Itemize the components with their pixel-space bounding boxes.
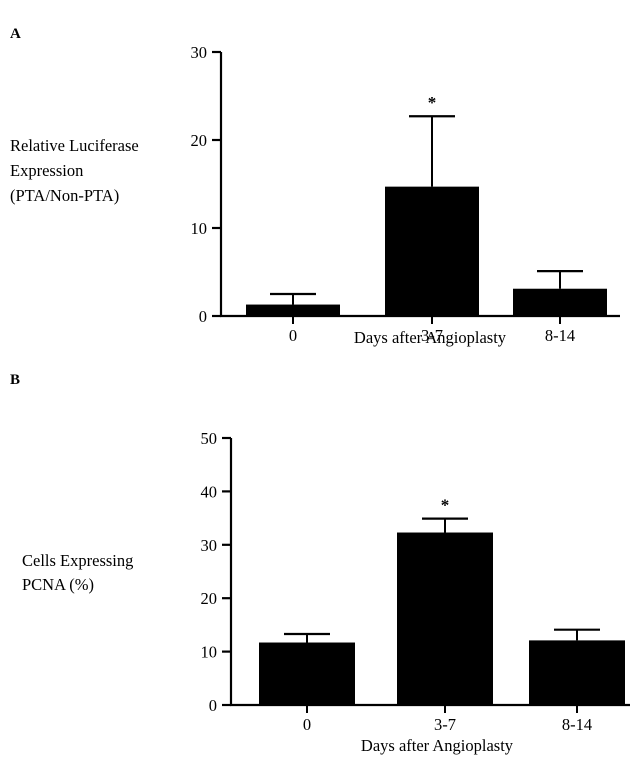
bar	[513, 288, 607, 316]
y-axis-label-b: Cells Expressing PCNA (%)	[22, 551, 138, 594]
x-tick-label: 0	[289, 326, 297, 345]
x-tick-label: 0	[303, 715, 311, 734]
panel-b: B Cells Expressing PCNA (%) 010203040500…	[10, 372, 630, 755]
panel-label-b: B	[10, 372, 20, 388]
plot-area-a: 0 10 20 30 0 3-7 * 8-14	[191, 43, 620, 345]
bar	[246, 304, 340, 316]
significance-marker: *	[441, 496, 450, 515]
y-tick-label: 10	[201, 643, 218, 662]
y-tick-label: 10	[191, 219, 208, 238]
y-tick-label: 20	[201, 589, 218, 608]
significance-marker: *	[428, 93, 437, 112]
y-tick-label: 40	[201, 482, 218, 501]
y-axis-label-line: Cells Expressing	[22, 551, 133, 570]
x-tick-label: 3-7	[434, 715, 456, 734]
bar	[397, 532, 493, 705]
y-tick-label: 0	[209, 696, 217, 715]
y-axis-label-line: Expression	[10, 161, 83, 180]
panel-a: A Relative Luciferase Expression (PTA/No…	[10, 26, 620, 347]
x-axis-label-a: Days after Angioplasty	[354, 328, 507, 347]
x-tick-label: 8-14	[545, 326, 575, 345]
y-tick-label: 20	[191, 131, 208, 150]
y-axis-label-line: (PTA/Non-PTA)	[10, 186, 119, 205]
y-axis-label-a: Relative Luciferase Expression (PTA/Non-…	[10, 136, 143, 205]
bar	[529, 640, 625, 705]
y-tick-label: 50	[201, 429, 218, 448]
y-axis-label-line: PCNA (%)	[22, 575, 94, 594]
y-tick-label: 30	[191, 43, 208, 62]
x-tick-label: 8-14	[562, 715, 592, 734]
y-tick-label: 0	[199, 307, 207, 326]
x-axis-label-b: Days after Angioplasty	[361, 736, 514, 755]
bar	[385, 186, 479, 316]
x-tick-label: 3-7	[421, 326, 443, 345]
y-axis-label-line: Relative Luciferase	[10, 136, 139, 155]
panel-label-a: A	[10, 26, 21, 42]
y-tick-label: 30	[201, 536, 218, 555]
bar	[259, 642, 355, 705]
plot-area-b: 0 10 20 30 40 50 0 3-7 * 8-14	[201, 429, 630, 734]
